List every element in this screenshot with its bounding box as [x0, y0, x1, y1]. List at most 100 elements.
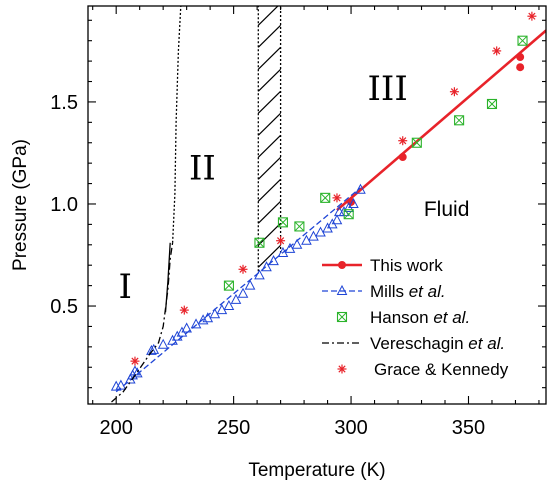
hatch-line [257, 222, 282, 246]
data-point [355, 183, 366, 194]
axes-frame [87, 5, 547, 405]
region-label-i: I [119, 267, 132, 307]
data-point [516, 53, 525, 62]
hatch-line [257, 24, 282, 48]
marker-box [320, 192, 331, 203]
marker-cross [294, 221, 305, 232]
marker-box [343, 209, 354, 220]
data-point [131, 367, 143, 378]
y-tick-label: 1.5 [50, 92, 78, 114]
data-point [148, 343, 160, 354]
x-tick-label: 200 [99, 417, 132, 439]
data-point [181, 322, 192, 333]
data-point [398, 136, 408, 146]
data-point [230, 293, 242, 304]
marker-spoke [338, 365, 346, 373]
data-point [261, 261, 272, 272]
legend-marker [336, 311, 348, 323]
legend-label-text: Mills [370, 282, 409, 301]
marker-cross [320, 193, 331, 203]
data-point [146, 344, 157, 355]
marker-cross [254, 237, 265, 248]
data-point [197, 314, 209, 325]
hatch-line [257, 112, 282, 136]
legend-label-text: Hanson [370, 308, 433, 327]
axes: 200 250 300 350 0.5 1.0 1.5 Temperature (K) Pres… [10, 5, 547, 481]
data-point [277, 217, 288, 228]
marker-box [254, 237, 265, 248]
data-point [348, 197, 359, 208]
marker-cross [517, 35, 528, 46]
data-point [492, 46, 502, 56]
marker-box [277, 217, 288, 228]
data-point [332, 193, 342, 203]
data-point [516, 63, 525, 72]
legend-entry: Grace & Kennedy [337, 360, 509, 379]
marker-spoke [450, 88, 459, 96]
data-point [294, 221, 305, 232]
x-axis-title: Temperature (K) [248, 460, 385, 481]
legend-label-italic: et al. [409, 282, 446, 301]
marker-box [294, 221, 305, 232]
region-label-iii: III [367, 69, 407, 109]
marker-cross [411, 137, 422, 148]
x-tick-label: 250 [217, 417, 250, 439]
marker-cross [343, 209, 354, 220]
legend-entry: This work [322, 256, 443, 275]
legend-marker [337, 364, 347, 374]
marker-box [454, 115, 465, 126]
vereschagin-solid-segment [164, 242, 171, 313]
marker-cross [454, 115, 464, 126]
marker-box [411, 137, 422, 148]
hatch-line [257, 156, 282, 180]
vereschagin-line [111, 242, 174, 403]
data-point [398, 153, 407, 162]
data-point [223, 280, 234, 291]
marker-spoke [131, 357, 139, 365]
this-work-fit-line [336, 29, 546, 212]
legend-entry: Mills et al. [322, 282, 446, 301]
x-tick-label: 300 [334, 417, 367, 439]
data-point [449, 87, 459, 97]
hatch-line [257, 68, 282, 92]
data-point [486, 98, 498, 110]
marker-cross [278, 217, 288, 228]
legend-marker [336, 284, 348, 295]
marker-cross [224, 280, 234, 291]
legend-label-italic: et al. [433, 308, 470, 327]
data-point [320, 192, 331, 203]
data-point [411, 137, 422, 148]
series-mills-et-al- [110, 183, 366, 393]
marker-spoke [333, 194, 341, 202]
data-point [254, 237, 265, 248]
marker-spoke [528, 12, 536, 20]
data-point [223, 299, 235, 311]
data-point [527, 11, 537, 21]
hatch-line [257, 244, 282, 268]
y-tick-label: 1.0 [50, 194, 78, 216]
legend-label: This work [370, 256, 443, 275]
legend-label-text: Vereschagin [370, 334, 468, 353]
marker-spoke [399, 137, 407, 145]
data-point [115, 379, 127, 390]
mills-fit-line [115, 187, 361, 393]
legend-label: Grace & Kennedy [374, 360, 509, 379]
legend-label-italic: et al. [468, 334, 505, 353]
x-tick-label: 350 [452, 417, 485, 439]
data-point [254, 269, 265, 280]
marker-box [517, 35, 528, 46]
marker-box [336, 311, 348, 323]
y-axis-title: Pressure (GPa) [10, 139, 31, 271]
marker-box [486, 98, 498, 110]
data-point [268, 255, 279, 266]
hatch-line [257, 200, 282, 224]
data-point [454, 115, 465, 126]
data-point [157, 338, 169, 349]
hatch-line [257, 6, 279, 26]
legend-marker [338, 261, 346, 269]
data-point [343, 209, 354, 220]
